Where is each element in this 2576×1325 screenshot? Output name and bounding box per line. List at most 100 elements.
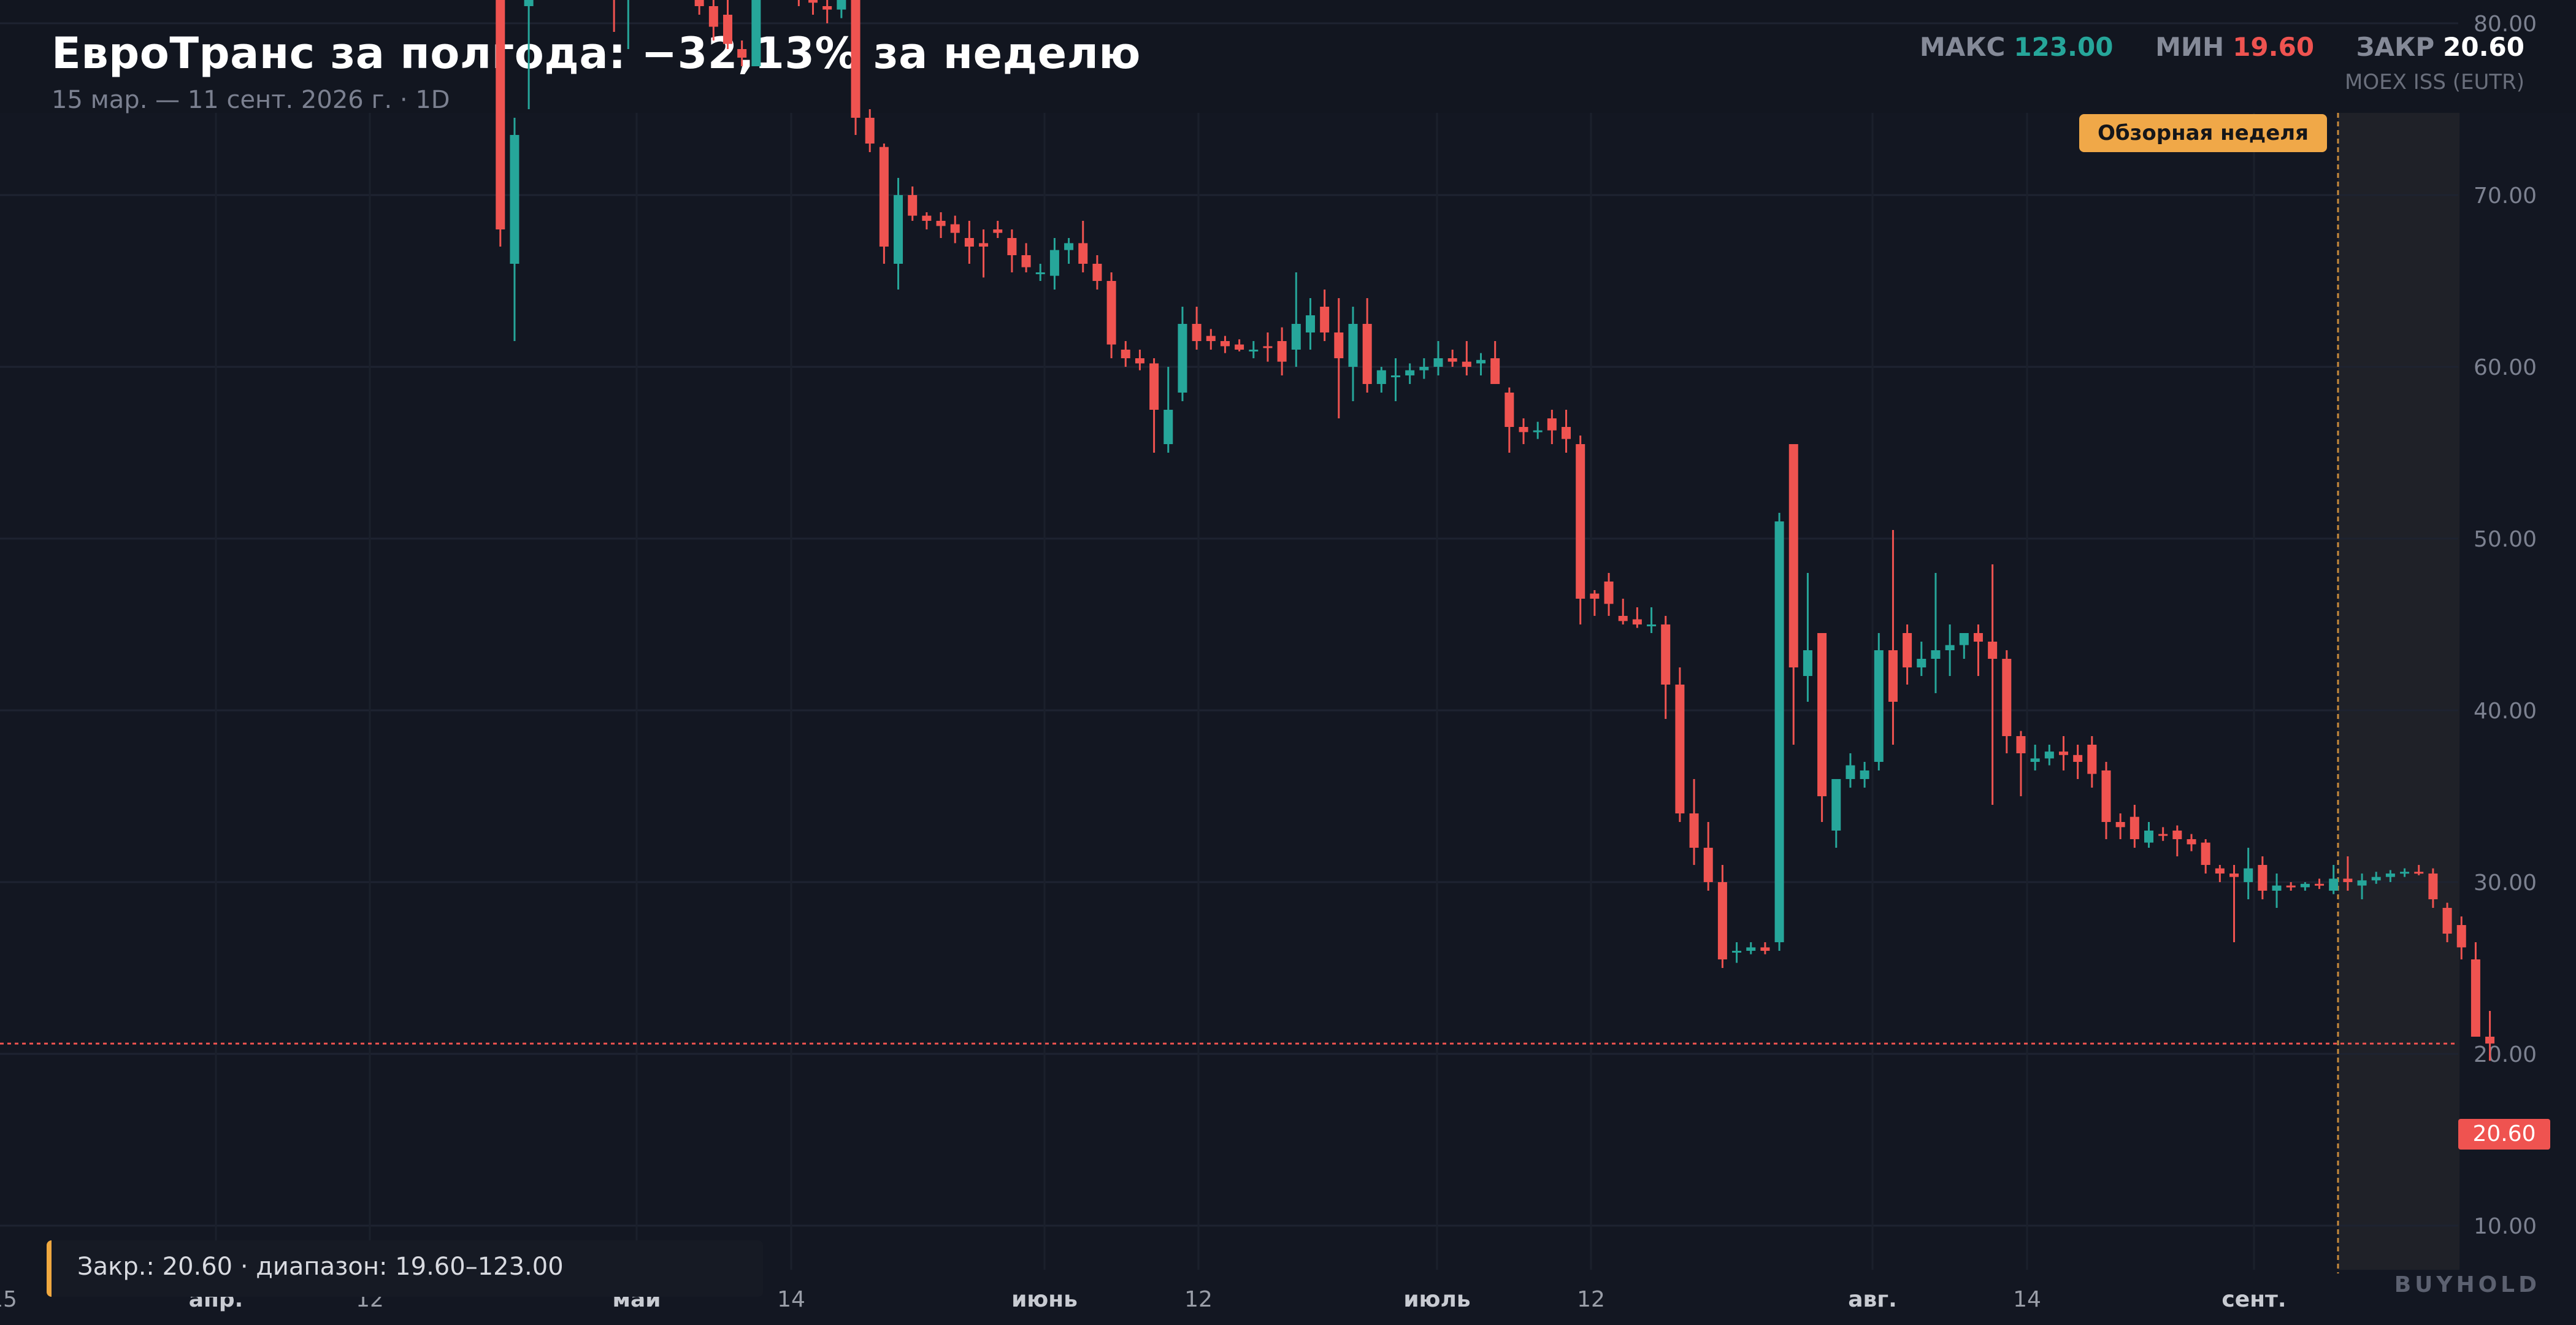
candle: [797, 0, 800, 6]
candle-body: [1220, 341, 1230, 347]
candle: [2187, 834, 2196, 851]
candle-body: [1305, 315, 1315, 332]
candle-body: [1689, 813, 1699, 848]
candle-body: [1291, 324, 1301, 350]
candle: [1917, 642, 1926, 676]
candle-body: [865, 118, 875, 144]
candle: [2300, 882, 2310, 891]
candle-body: [1760, 947, 1770, 951]
y-tick-label: 60.00: [2474, 355, 2537, 380]
candle: [1860, 762, 1869, 788]
candle: [1320, 290, 1330, 341]
candle: [922, 212, 932, 229]
candle-body: [1007, 238, 1017, 255]
candle: [2414, 865, 2424, 875]
candle: [751, 0, 761, 66]
candle-body: [894, 195, 903, 264]
candle-body: [936, 221, 946, 226]
candle: [1604, 573, 1614, 616]
candle: [1874, 633, 1884, 770]
candle: [1661, 616, 1671, 719]
candle: [1277, 327, 1287, 375]
candle: [2400, 868, 2410, 877]
candle-body: [496, 0, 505, 230]
candle-body: [2073, 755, 2083, 762]
candle-body: [2087, 745, 2097, 774]
candle: [1590, 590, 1600, 616]
candle-body: [2002, 659, 2012, 736]
candle-body: [2187, 839, 2196, 845]
candle-body: [2030, 758, 2040, 762]
candle-body: [908, 195, 918, 216]
candle: [1206, 329, 1216, 350]
candle: [1632, 607, 1642, 628]
candle-body: [1376, 370, 1386, 384]
candle: [1263, 332, 1273, 362]
candle-body: [1021, 255, 1031, 267]
candle-body: [2258, 865, 2267, 891]
candle-body: [1647, 624, 1657, 626]
candle: [2456, 916, 2466, 959]
y-tick-label: 80.00: [2474, 12, 2537, 37]
candle: [1846, 753, 1855, 788]
candle-body: [1803, 650, 1812, 676]
candle: [1732, 942, 1742, 963]
candle: [1078, 221, 1088, 272]
candle-body: [1135, 358, 1144, 364]
candle: [2315, 878, 2325, 889]
candle-body: [1774, 521, 1784, 942]
candle-body: [1973, 633, 1983, 642]
candle-body: [2115, 822, 2125, 828]
candle: [1348, 307, 1358, 401]
candle-body: [1746, 947, 1756, 951]
candle-body: [1732, 951, 1742, 953]
candle-body: [2371, 877, 2381, 881]
candle: [1945, 624, 1955, 676]
candle-body: [510, 135, 519, 264]
candle-body: [2229, 874, 2239, 877]
candle: [510, 118, 519, 341]
candle-body: [2471, 959, 2480, 1037]
candle-body: [1320, 307, 1330, 332]
candle-body: [1562, 427, 1571, 439]
candle: [694, 0, 704, 15]
candle: [1178, 307, 1187, 401]
candle-body: [1206, 336, 1216, 341]
candle-body: [837, 0, 846, 10]
candle-body: [1547, 418, 1557, 431]
candle: [1092, 255, 1102, 290]
candle-body: [1092, 264, 1102, 281]
candle: [2385, 870, 2395, 882]
candle: [1049, 238, 1059, 290]
candle-body: [1263, 346, 1273, 348]
candle: [2115, 813, 2125, 839]
candle: [1149, 358, 1159, 453]
candle-body: [1661, 624, 1671, 685]
candle-body: [1390, 375, 1400, 377]
candle: [822, 0, 832, 23]
stat-min-label: МИН: [2155, 32, 2225, 62]
candle: [524, 0, 534, 109]
candle: [1249, 341, 1259, 358]
candle-body: [822, 6, 832, 10]
candle: [964, 221, 974, 264]
candle-body: [1519, 427, 1528, 432]
candle-body: [2172, 831, 2182, 839]
candle: [708, 0, 718, 40]
candle-body: [851, 0, 861, 118]
summary-text: Закр.: 20.60 · диапазон: 19.60–123.00: [77, 1253, 564, 1281]
candle-body: [1703, 848, 1713, 882]
candle: [1931, 573, 1941, 693]
candle-body: [879, 147, 889, 247]
y-tick-label: 10.00: [2474, 1214, 2537, 1239]
candle: [2357, 874, 2367, 899]
candle: [1362, 298, 1372, 393]
chart-header: ЕвроТранс за полгода: −32,13% за неделю …: [0, 0, 2576, 114]
x-tick-label: 12: [1184, 1287, 1213, 1312]
candle: [1462, 341, 1471, 375]
candle: [1163, 367, 1173, 453]
candle: [1106, 272, 1116, 358]
candle-body: [1447, 358, 1457, 362]
candle-body: [922, 215, 932, 221]
